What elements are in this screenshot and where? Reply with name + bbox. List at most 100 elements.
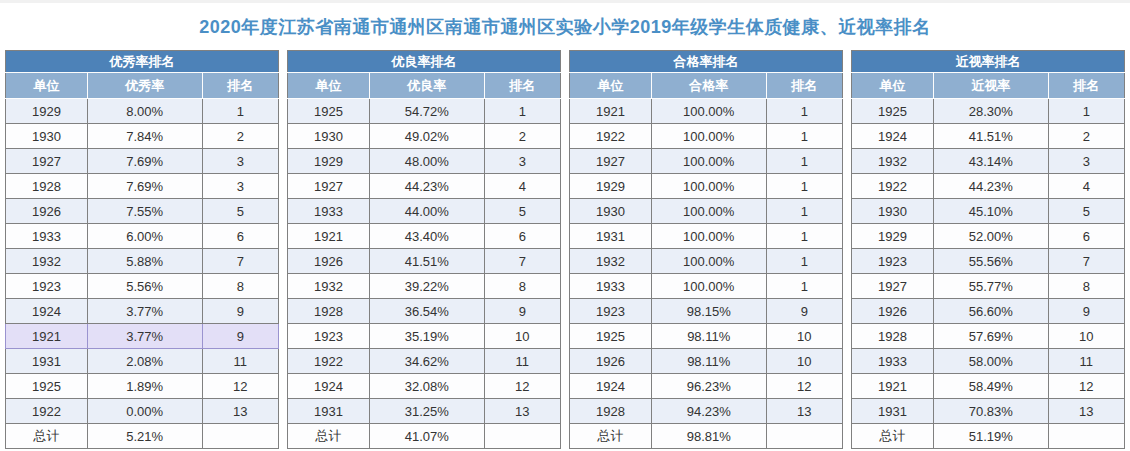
- table-row[interactable]: 192598.11%10: [570, 324, 843, 349]
- cell-unit: 1925: [288, 99, 370, 124]
- cell-rate: 35.19%: [369, 324, 484, 349]
- cell-unit: 1922: [570, 124, 652, 149]
- cell-rank: 7: [202, 249, 278, 274]
- table-row[interactable]: 192836.54%9: [288, 299, 561, 324]
- cell-rate: 58.00%: [933, 349, 1048, 374]
- table-row[interactable]: 19298.00%1: [6, 99, 279, 124]
- cell-rate: 55.77%: [933, 274, 1048, 299]
- table-row[interactable]: 192656.60%9: [852, 299, 1125, 324]
- table-row[interactable]: 1927100.00%1: [570, 149, 843, 174]
- table-row[interactable]: 193239.22%8: [288, 274, 561, 299]
- cell-rate: 0.00%: [87, 399, 202, 424]
- cell-unit: 1927: [852, 274, 934, 299]
- cell-rate: 100.00%: [651, 249, 766, 274]
- table-row[interactable]: 192355.56%7: [852, 249, 1125, 274]
- cell-rank: 8: [484, 274, 560, 299]
- cell-rank: 1: [766, 249, 842, 274]
- table-row[interactable]: 19235.56%8: [6, 274, 279, 299]
- cell-rate: 44.23%: [369, 174, 484, 199]
- cell-rate: 41.51%: [369, 249, 484, 274]
- table-row[interactable]: 19243.77%9: [6, 299, 279, 324]
- table-row[interactable]: 193358.00%11: [852, 349, 1125, 374]
- table-title-row: 优秀率排名: [6, 51, 279, 73]
- table-row[interactable]: 192744.23%4: [288, 174, 561, 199]
- cell-rate: 100.00%: [651, 99, 766, 124]
- col-header-unit: 单位: [852, 73, 934, 99]
- report-page: 2020年度江苏省南通市通州区南通市通州区实验小学2019年级学生体质健康、近视…: [0, 0, 1130, 451]
- total-row: 总计41.07%: [288, 424, 561, 449]
- cell-rank: 1: [766, 224, 842, 249]
- table-row[interactable]: 193045.10%5: [852, 199, 1125, 224]
- table-row[interactable]: 193049.02%2: [288, 124, 561, 149]
- col-header-rank: 排名: [1048, 73, 1124, 99]
- table-row[interactable]: 192755.77%8: [852, 274, 1125, 299]
- table-row[interactable]: 1922100.00%1: [570, 124, 843, 149]
- column-header-row: 单位 优良率 排名: [288, 73, 561, 99]
- cell-rank: 2: [1048, 124, 1124, 149]
- table-row[interactable]: 1929100.00%1: [570, 174, 843, 199]
- cell-rank: 2: [484, 124, 560, 149]
- cell-rate: 1.89%: [87, 374, 202, 399]
- table-row[interactable]: 192143.40%6: [288, 224, 561, 249]
- cell-rate: 7.55%: [87, 199, 202, 224]
- table-row[interactable]: 19287.69%3: [6, 174, 279, 199]
- table-row[interactable]: 192952.00%6: [852, 224, 1125, 249]
- table-row[interactable]: 192554.72%1: [288, 99, 561, 124]
- table-row[interactable]: 1931100.00%1: [570, 224, 843, 249]
- table-body: 192528.30%1192441.51%2193243.14%3192244.…: [852, 99, 1125, 449]
- cell-unit: 1932: [288, 274, 370, 299]
- table-row[interactable]: 193243.14%3: [852, 149, 1125, 174]
- cell-rank: 3: [202, 149, 278, 174]
- table-row[interactable]: 192496.23%12: [570, 374, 843, 399]
- total-rank-empty: [202, 424, 278, 449]
- table-row[interactable]: 19213.77%9: [6, 324, 279, 349]
- table-row[interactable]: 19307.84%2: [6, 124, 279, 149]
- table-row[interactable]: 19336.00%6: [6, 224, 279, 249]
- cell-rank: 13: [766, 399, 842, 424]
- total-rank-empty: [484, 424, 560, 449]
- cell-rate: 98.11%: [651, 349, 766, 374]
- cell-rate: 5.56%: [87, 274, 202, 299]
- table-row[interactable]: 192234.62%11: [288, 349, 561, 374]
- cell-rate: 3.77%: [87, 324, 202, 349]
- table-row[interactable]: 1933100.00%1: [570, 274, 843, 299]
- table-row[interactable]: 192335.19%10: [288, 324, 561, 349]
- table-row[interactable]: 192528.30%1: [852, 99, 1125, 124]
- table-row[interactable]: 1932100.00%1: [570, 249, 843, 274]
- table-row[interactable]: 19220.00%13: [6, 399, 279, 424]
- cell-rank: 13: [202, 399, 278, 424]
- table-row[interactable]: 19267.55%5: [6, 199, 279, 224]
- cell-rank: 1: [766, 149, 842, 174]
- table-row[interactable]: 192158.49%12: [852, 374, 1125, 399]
- cell-unit: 1921: [570, 99, 652, 124]
- table-row[interactable]: 19312.08%11: [6, 349, 279, 374]
- cell-unit: 1923: [288, 324, 370, 349]
- cell-unit: 1931: [570, 224, 652, 249]
- table-body: 1921100.00%11922100.00%11927100.00%11929…: [570, 99, 843, 449]
- table-row[interactable]: 193131.25%13: [288, 399, 561, 424]
- table-row[interactable]: 192698.11%10: [570, 349, 843, 374]
- cell-unit: 1928: [6, 174, 88, 199]
- table-row[interactable]: 192441.51%2: [852, 124, 1125, 149]
- cell-unit: 1926: [570, 349, 652, 374]
- table-row[interactable]: 192948.00%3: [288, 149, 561, 174]
- cell-rate: 7.84%: [87, 124, 202, 149]
- table-row[interactable]: 193170.83%13: [852, 399, 1125, 424]
- table-row[interactable]: 1921100.00%1: [570, 99, 843, 124]
- cell-rate: 52.00%: [933, 224, 1048, 249]
- table-row[interactable]: 19277.69%3: [6, 149, 279, 174]
- cell-rank: 7: [484, 249, 560, 274]
- table-row[interactable]: 192432.08%12: [288, 374, 561, 399]
- cell-rank: 1: [766, 199, 842, 224]
- table-row[interactable]: 192244.23%4: [852, 174, 1125, 199]
- cell-rank: 5: [484, 199, 560, 224]
- table-row[interactable]: 192857.69%10: [852, 324, 1125, 349]
- table-row[interactable]: 1930100.00%1: [570, 199, 843, 224]
- table-row[interactable]: 19251.89%12: [6, 374, 279, 399]
- table-row[interactable]: 192641.51%7: [288, 249, 561, 274]
- table-row[interactable]: 19325.88%7: [6, 249, 279, 274]
- cell-unit: 1931: [6, 349, 88, 374]
- table-row[interactable]: 192894.23%13: [570, 399, 843, 424]
- table-row[interactable]: 193344.00%5: [288, 199, 561, 224]
- table-row[interactable]: 192398.15%9: [570, 299, 843, 324]
